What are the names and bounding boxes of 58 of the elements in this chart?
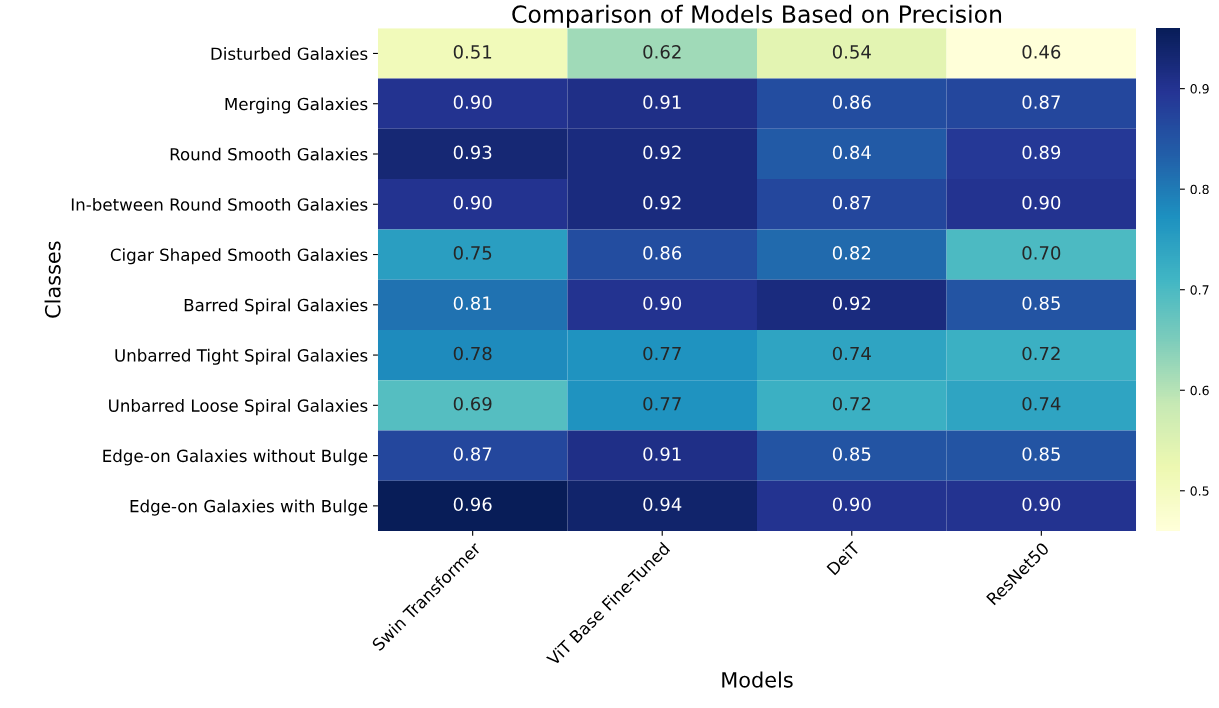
data-label: 0.62	[643, 45, 681, 59]
data-label: 0.72	[1022, 346, 1060, 361]
data-label: 0.70	[1022, 246, 1061, 260]
data-label: 0.85	[1022, 447, 1060, 461]
y-tick-label: Cigar Shaped Smooth Galaxies	[110, 248, 368, 265]
data-label: 0.92	[643, 195, 681, 210]
chart-title: Comparison of Models Based on Precision	[512, 4, 1002, 28]
data-label: 0.90	[453, 95, 492, 109]
y-tick-label: Round Smooth Galaxies	[170, 147, 368, 161]
data-label: 0.51	[453, 45, 492, 59]
data-label: 0.72	[832, 396, 871, 411]
data-label: 0.87	[832, 195, 871, 210]
data-label: 0.93	[453, 145, 492, 160]
data-label: 0.84	[832, 145, 871, 160]
data-label: 0.74	[832, 346, 871, 361]
data-label: 0.90	[1022, 497, 1061, 512]
color-bar-label: 0.5	[1190, 486, 1209, 496]
y-tick-label: Edge-on Galaxies without Bulge	[103, 449, 368, 466]
y-axis-title: Classes	[44, 241, 61, 318]
data-label: 0.96	[453, 497, 492, 512]
data-label: 0.77	[643, 396, 681, 411]
data-label: 0.46	[1022, 45, 1061, 59]
data-label: 0.90	[1022, 195, 1061, 210]
data-label: 0.87	[1022, 95, 1060, 109]
data-label: 0.90	[453, 195, 492, 210]
data-label: 0.85	[1022, 296, 1060, 311]
data-label: 0.94	[643, 497, 682, 512]
color-bar-label: 0.7	[1190, 285, 1209, 295]
y-tick-label: Unbarred Loose Spiral Galaxies	[109, 399, 368, 416]
data-label: 0.54	[832, 45, 871, 59]
color-bar-label: 0.9	[1190, 84, 1209, 94]
data-label: 0.90	[832, 497, 871, 512]
data-label: 0.91	[643, 447, 681, 461]
data-label: 0.92	[643, 145, 681, 160]
y-tick-label: Unbarred Tight Spiral Galaxies	[115, 348, 368, 365]
data-label: 0.87	[453, 447, 492, 461]
y-tick-label: Merging Galaxies	[225, 97, 368, 114]
data-label: 0.82	[832, 246, 871, 260]
data-label: 0.81	[453, 296, 492, 311]
data-label: 0.78	[453, 346, 492, 361]
y-tick-label: Barred Spiral Galaxies	[184, 298, 368, 315]
y-tick-label: Edge-on Galaxies with Bulge	[130, 499, 368, 516]
data-label: 0.69	[453, 396, 492, 411]
data-label: 0.77	[643, 346, 681, 361]
data-label: 0.86	[643, 246, 682, 260]
data-label: 0.86	[832, 95, 871, 109]
data-label: 0.75	[453, 246, 492, 260]
y-tick-label: In-between Round Smooth Galaxies	[71, 197, 368, 211]
y-tick-label: Disturbed Galaxies	[211, 47, 368, 61]
x-axis-title: Models	[722, 671, 793, 688]
data-label: 0.74	[1022, 396, 1061, 411]
data-label: 0.92	[832, 296, 871, 311]
data-label: 0.85	[832, 447, 871, 461]
data-label: 0.91	[643, 95, 681, 109]
data-label: 0.89	[1022, 145, 1061, 160]
data-label: 0.90	[643, 296, 682, 311]
color-bar-label: 0.8	[1190, 184, 1209, 195]
color-bar-label: 0.6	[1190, 385, 1209, 396]
